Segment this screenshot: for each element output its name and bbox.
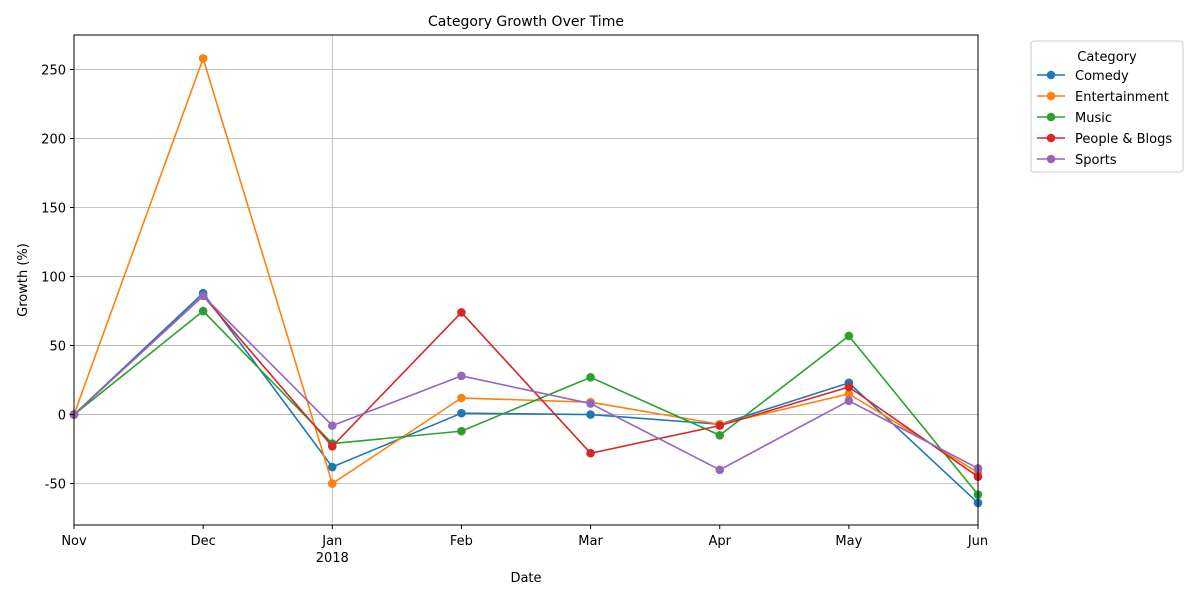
y-tick-label: 200 [41, 133, 66, 148]
x-tick-label: May [835, 534, 862, 549]
data-point-comedy [327, 462, 337, 472]
data-point-music [457, 426, 466, 436]
x-tick-label: Dec [191, 534, 216, 549]
y-tick-label: 0 [58, 409, 66, 424]
legend-swatch-marker [1046, 133, 1056, 143]
y-tick-label: 50 [49, 340, 66, 355]
data-point-entertainment [198, 54, 208, 63]
legend-label: Music [1075, 111, 1112, 126]
series-comedy [69, 288, 983, 508]
data-point-music [586, 373, 595, 382]
series-line-entertainment [73, 57, 979, 485]
x-tick-label: Nov [61, 534, 87, 549]
x-tick-label: Jan [321, 534, 342, 549]
x-tick-label: Mar [578, 534, 603, 549]
legend-item-comedy: Comedy [1037, 69, 1129, 84]
legend-label: Sports [1075, 153, 1117, 168]
y-tick-label: 100 [41, 271, 66, 286]
data-point-sports [457, 371, 466, 381]
data-point-music [198, 306, 208, 316]
series-entertainment [69, 54, 983, 488]
x-tick-label: Jun [967, 534, 988, 549]
legend-item-entertainment: Entertainment [1037, 90, 1169, 105]
data-point-sports [198, 291, 208, 301]
legend-swatch-marker [1046, 112, 1056, 122]
data-point-people-blogs [327, 442, 337, 451]
data-point-music [715, 430, 725, 440]
legend-label: Comedy [1075, 69, 1129, 84]
legend-swatch-marker [1046, 70, 1056, 80]
legend-item-music: Music [1037, 111, 1112, 126]
x-tick-label: Apr [708, 534, 731, 549]
data-point-sports [327, 421, 337, 430]
data-point-entertainment [844, 389, 854, 399]
plot-area-frame [73, 34, 979, 526]
series-line-music [73, 310, 979, 496]
data-point-sports [844, 396, 854, 406]
legend-item-sports: Sports [1037, 153, 1117, 168]
legend: Category Comedy Entertainment Music People … [1030, 40, 1184, 173]
data-point-entertainment [457, 393, 466, 403]
data-point-sports [715, 465, 725, 475]
y-axis-label: Growth (%) [16, 243, 31, 317]
legend-swatch-marker [1046, 91, 1056, 101]
legend-swatch-marker [1046, 154, 1056, 164]
data-point-people-blogs [586, 448, 595, 458]
legend-label: People & Blogs [1075, 132, 1172, 147]
grid-layer [74, 35, 978, 525]
y-tick-label: 150 [41, 202, 66, 217]
legend-item-people-blogs: People & Blogs [1037, 132, 1172, 147]
axis-layer: -50 0 50 100 150 200 250 Nov Dec Jan Feb Mar Apr May J… [41, 64, 988, 566]
y-tick-label: 250 [41, 64, 66, 79]
legend-title: Category [1077, 50, 1137, 65]
series-people-blogs [69, 291, 983, 481]
data-point-people-blogs [715, 421, 725, 430]
legend-box [1030, 40, 1184, 173]
legend-label: Entertainment [1075, 90, 1169, 105]
series-line-sports [73, 295, 979, 471]
data-point-people-blogs [457, 308, 466, 317]
series-layer [69, 54, 983, 508]
x-axis-label: Date [510, 571, 541, 586]
series-line-comedy [73, 292, 979, 504]
x-tick-label: Feb [450, 534, 473, 549]
data-point-entertainment [327, 479, 337, 488]
data-point-people-blogs [844, 382, 854, 392]
data-point-music [844, 331, 854, 341]
data-point-comedy [586, 410, 595, 419]
series-sports [69, 291, 983, 475]
legend-items: Comedy Entertainment Music People & Blogs Sp… [1037, 69, 1172, 168]
data-point-comedy [457, 408, 466, 418]
y-tick-label: -50 [45, 478, 66, 493]
x-year-label: 2018 [316, 551, 349, 566]
data-point-sports [586, 399, 595, 408]
chart-title: Category Growth Over Time [428, 14, 624, 30]
series-line-people-blogs [73, 295, 979, 478]
